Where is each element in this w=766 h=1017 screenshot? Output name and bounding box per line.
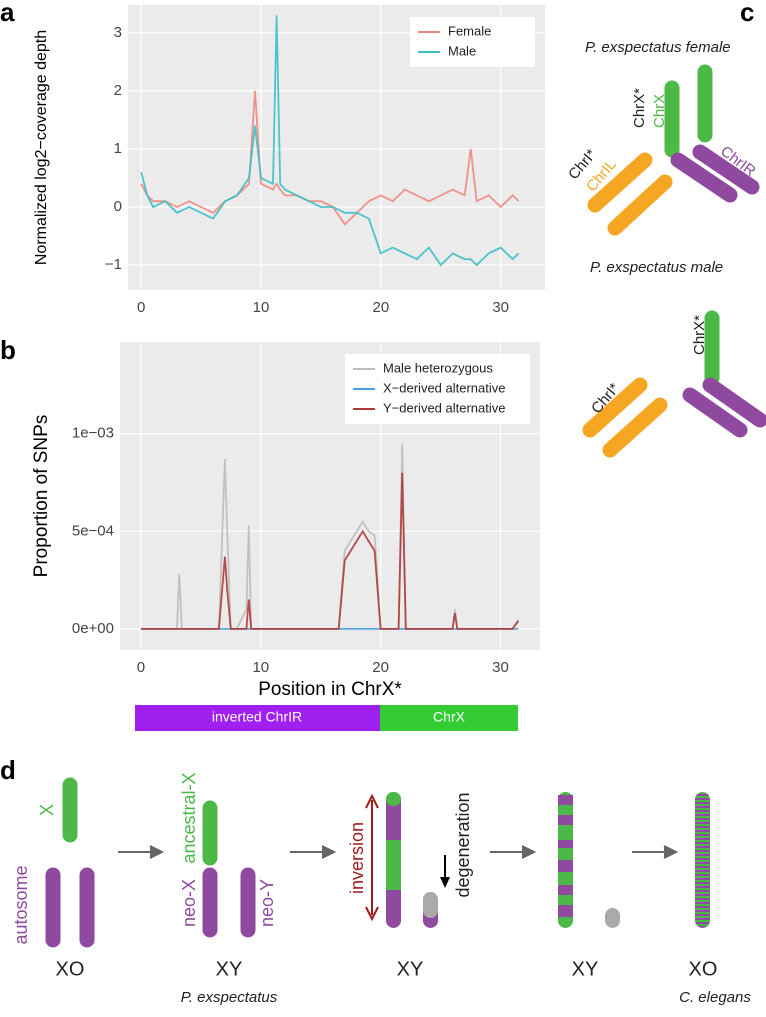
x-tick-label: 10 [252,659,269,676]
legend-label: Female [448,23,491,38]
series-line [141,472,520,630]
y-tick-label: 3 [114,24,122,41]
label: X [37,804,57,816]
legend-box [345,354,530,424]
x-tick-label: 30 [492,299,509,316]
panel-letter: d [0,755,16,785]
stage: XO [689,958,718,980]
label: P. exspectatus male [590,259,723,276]
species: P. exspectatus [181,989,278,1006]
x-tick-label: 20 [372,299,389,316]
y-tick-label: 0 [114,198,122,215]
label: neo-X [179,879,199,927]
y-tick-label: 2 [114,82,122,99]
legend-box [410,17,535,67]
legend-label: Y−derived alternative [383,400,506,415]
panel-letter: a [0,0,15,27]
y-tick-label: −1 [105,256,122,273]
label: ChrX* [631,88,648,128]
panel-letter: c [740,0,754,27]
y-tick-label: 0e+00 [72,620,114,637]
label: autosome [11,865,31,944]
legend-label: Male heterozygous [383,360,493,375]
label: ancestral-X [179,772,199,863]
y-tick-label: 1 [114,140,122,157]
label: ChrX [651,94,668,128]
y-tick-label: 5e−04 [72,522,114,539]
species: C. elegans [679,989,751,1006]
label: neo-Y [257,879,277,927]
y-tick-label: 1e−03 [72,425,114,442]
stage: XY [397,958,424,980]
x-tick-label: 0 [137,299,145,316]
label: P. exspectatus female [585,39,731,56]
panel-d: d X autosome ancestral-X neo-X neo-Y inv… [0,755,751,1006]
series-line [140,15,520,267]
chr-bar [380,705,518,731]
panel-letter: b [0,335,16,365]
legend-label: Male [448,43,476,58]
y-axis-label: Normalized log2−coverage depth [33,30,50,265]
stage: XY [572,958,599,980]
bar-label: inverted ChrIR [212,709,302,725]
stage: XY [216,958,243,980]
legend-label: X−derived alternative [383,380,506,395]
panel-c: c P. exspectatus female ChrX* ChrX ChrI*… [565,0,766,458]
x-tick-label: 30 [492,659,509,676]
y-axis-label: Proportion of SNPs [31,415,52,578]
series-line [140,90,520,226]
bar-label: ChrX [433,709,466,725]
label: ChrX* [691,315,708,355]
label: inversion [347,822,367,894]
label: degeneration [453,792,473,897]
x-tick-label: 20 [372,659,389,676]
stage: XO [56,958,85,980]
chr-bar [135,705,380,731]
x-tick-label: 10 [253,299,270,316]
x-tick-label: 0 [137,659,145,676]
x-axis-label: Position in ChrX* [258,679,402,700]
